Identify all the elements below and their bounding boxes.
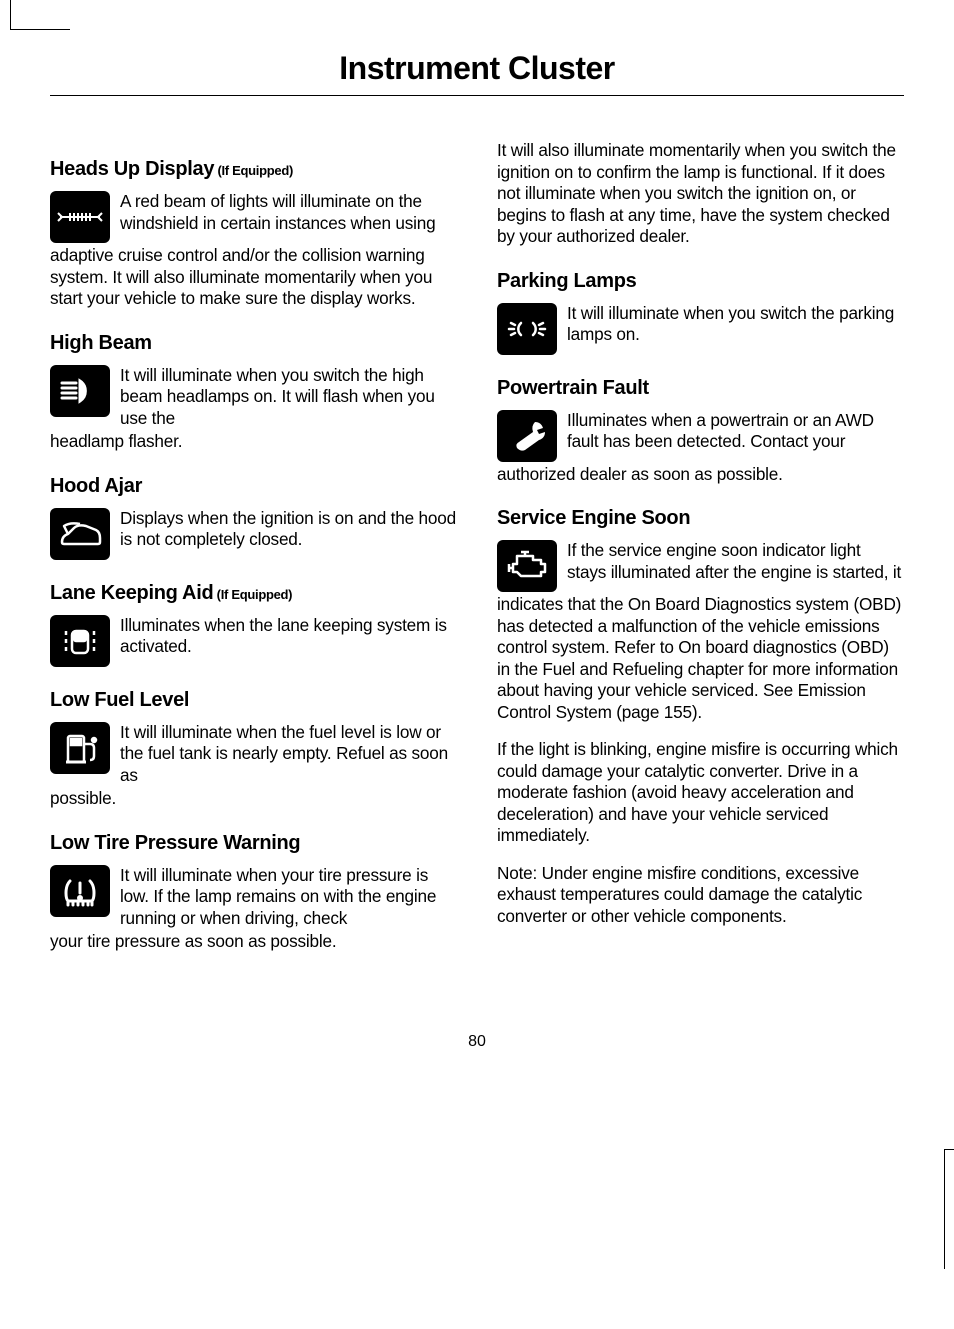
section-low-tire-pressure: It will illuminate when your tire pressu… [50,865,457,930]
section-service-engine-soon: If the service engine soon indicator lig… [497,540,904,592]
heading-parking-lamps: Parking Lamps [497,270,904,293]
heading-heads-up-display: Heads Up Display (If Equipped) [50,158,457,181]
high-beam-icon [50,365,110,417]
body-text-cont: your tire pressure as soon as possible. [50,931,457,953]
heading-low-fuel-level: Low Fuel Level [50,689,457,712]
heading-text: Lane Keeping Aid [50,582,213,604]
body-text: It will illuminate when your tire pressu… [120,865,457,930]
heading-low-tire-pressure: Low Tire Pressure Warning [50,832,457,855]
text-part: (page 155). [612,702,702,722]
left-column: Heads Up Display (If Equipped) A red bea… [50,136,457,953]
body-text: Illuminates when a powertrain or an AWD … [567,410,904,453]
body-text: Displays when the ignition is on and the… [120,508,457,551]
heading-lane-keeping-aid: Lane Keeping Aid (If Equipped) [50,582,457,605]
parking-lamps-icon [497,303,557,355]
wrench-icon [497,410,557,462]
body-text-cont: headlamp flasher. [50,431,457,453]
body-text-cont: authorized dealer as soon as possible. [497,464,904,486]
heading-service-engine-soon: Service Engine Soon [497,507,904,530]
paragraph: If the light is blinking, engine misfire… [497,739,904,847]
manual-page: Instrument Cluster Heads Up Display (If … [0,0,954,1329]
body-text: A red beam of lights will illuminate on … [120,191,457,234]
crop-mark-right [944,1149,954,1269]
heading-high-beam: High Beam [50,332,457,355]
page-number: 80 [50,1033,904,1051]
body-text-cont: indicates that the On Board Diagnostics … [497,594,904,723]
section-high-beam: It will illuminate when you switch the h… [50,365,457,430]
body-text-cont: adaptive cruise control and/or the colli… [50,245,457,310]
section-powertrain-fault: Illuminates when a powertrain or an AWD … [497,410,904,462]
body-text: It will illuminate when you switch the p… [567,303,904,346]
heads-up-display-icon [50,191,110,243]
section-hood-ajar: Displays when the ignition is on and the… [50,508,457,560]
section-lane-keeping-aid: Illuminates when the lane keeping system… [50,615,457,667]
two-column-layout: Heads Up Display (If Equipped) A red bea… [50,136,904,953]
fuel-pump-icon [50,722,110,774]
body-text: If the service engine soon indicator lig… [567,540,904,583]
crop-mark-top [10,0,70,30]
body-text-cont: possible. [50,788,457,810]
note-label: Note: [497,863,537,883]
tire-pressure-icon [50,865,110,917]
right-column: It will also illuminate momentarily when… [497,136,904,953]
section-parking-lamps: It will illuminate when you switch the p… [497,303,904,355]
note-body: Under engine misfire conditions, excessi… [497,863,862,926]
heading-hood-ajar: Hood Ajar [50,475,457,498]
heading-suffix: (If Equipped) [214,163,293,178]
section-heads-up-display: A red beam of lights will illuminate on … [50,191,457,243]
heading-text: Heads Up Display [50,158,214,180]
chapter-title: Instrument Cluster [50,50,904,96]
note-paragraph: Note: Under engine misfire conditions, e… [497,863,904,928]
lane-keeping-icon [50,615,110,667]
body-text: Illuminates when the lane keeping system… [120,615,457,658]
heading-powertrain-fault: Powertrain Fault [497,377,904,400]
continuation-text: It will also illuminate momentarily when… [497,140,904,248]
hood-ajar-icon [50,508,110,560]
body-text: It will illuminate when the fuel level i… [120,722,457,787]
body-text: It will illuminate when you switch the h… [120,365,457,430]
check-engine-icon [497,540,557,592]
section-low-fuel-level: It will illuminate when the fuel level i… [50,722,457,787]
heading-suffix: (If Equipped) [213,587,292,602]
